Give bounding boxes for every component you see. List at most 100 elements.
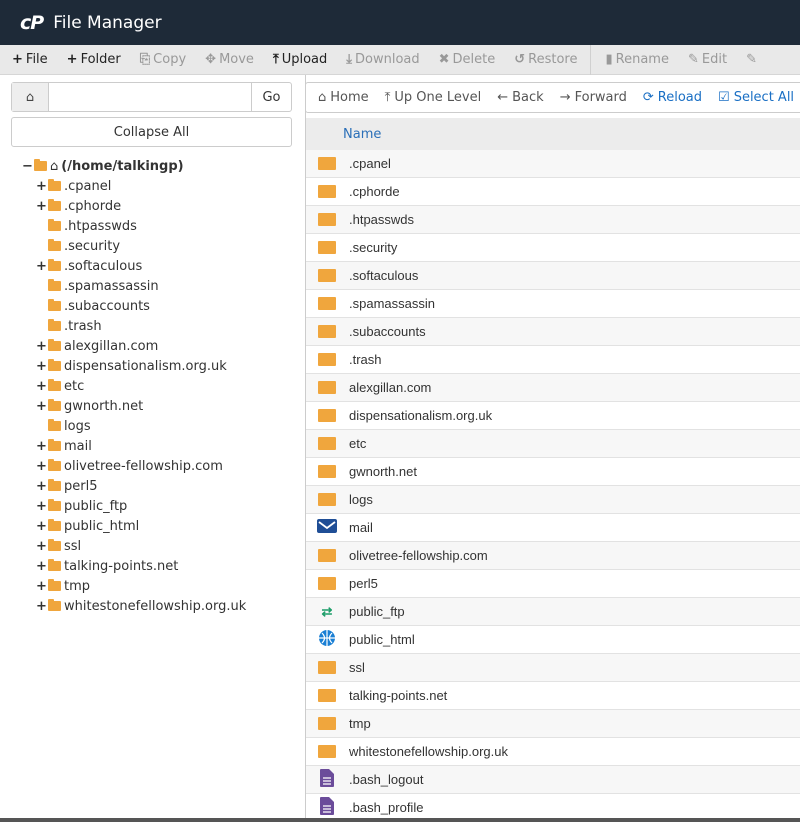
table-row[interactable]: ssl <box>306 654 800 682</box>
transfer-icon: ⇄ <box>321 603 333 619</box>
expand-icon[interactable]: + <box>36 178 47 194</box>
toolbar-file-button[interactable]: + File <box>12 52 48 67</box>
expand-icon[interactable]: + <box>36 378 47 394</box>
home-icon: ⌂ <box>318 90 327 105</box>
tree-item[interactable]: + gwnorth.net <box>0 396 300 416</box>
tree-item[interactable]: + ssl <box>0 536 300 556</box>
tree-item[interactable]: .spamassassin <box>0 276 300 296</box>
tree-item[interactable]: .subaccounts <box>0 296 300 316</box>
nav-select-all-button[interactable]: ☑ Select All <box>718 90 794 105</box>
nav-label: Back <box>512 90 544 105</box>
table-row[interactable]: olivetree-fellowship.com <box>306 542 800 570</box>
tree-item[interactable]: .trash <box>0 316 300 336</box>
table-row[interactable]: .security <box>306 234 800 262</box>
table-row[interactable]: alexgillan.com <box>306 374 800 402</box>
tree-item[interactable]: + tmp <box>0 576 300 596</box>
toolbar-download-button[interactable]: ⤓ Download <box>346 52 419 67</box>
expand-icon[interactable]: + <box>36 558 47 574</box>
tree-item[interactable]: + .cphorde <box>0 196 300 216</box>
toolbar-copy-button[interactable]: ⎘ Copy <box>140 52 186 67</box>
tree-root[interactable]: − ⌂ (/home/talkingp) <box>0 156 300 176</box>
expand-icon[interactable]: + <box>36 518 47 534</box>
expand-icon[interactable]: + <box>36 478 47 494</box>
folder-icon <box>48 439 61 451</box>
row-icon-wrap <box>317 744 337 760</box>
nav-label: Select All <box>733 90 795 105</box>
tree-item[interactable]: + talking-points.net <box>0 556 300 576</box>
nav-forward-button[interactable]: → Forward <box>560 90 627 105</box>
table-row[interactable]: talking-points.net <box>306 682 800 710</box>
table-header: Name <box>306 118 800 150</box>
expand-icon[interactable]: + <box>36 358 47 374</box>
table-row[interactable]: etc <box>306 430 800 458</box>
folder-icon <box>48 219 61 231</box>
nav-back-button[interactable]: ← Back <box>497 90 543 105</box>
tree-item[interactable]: logs <box>0 416 300 436</box>
table-row[interactable]: .cpanel <box>306 150 800 178</box>
go-button[interactable]: Go <box>251 83 291 111</box>
nav-up-one-level-button[interactable]: ⤒ Up One Level <box>385 90 482 105</box>
table-row[interactable]: dispensationalism.org.uk <box>306 402 800 430</box>
collapse-all-button[interactable]: Collapse All <box>11 117 292 147</box>
table-row[interactable]: mail <box>306 514 800 542</box>
collapse-icon[interactable]: − <box>22 158 33 174</box>
toolbar-edit-button[interactable]: ✎ Edit <box>688 52 727 67</box>
tree-item[interactable]: + public_ftp <box>0 496 300 516</box>
expand-icon[interactable]: + <box>36 538 47 554</box>
expand-icon[interactable]: + <box>36 578 47 594</box>
expand-icon[interactable]: + <box>36 398 47 414</box>
toolbar-html-editor-button[interactable]: ✎ <box>746 52 757 67</box>
table-row[interactable]: tmp <box>306 710 800 738</box>
path-input[interactable] <box>49 83 251 111</box>
expand-icon[interactable]: + <box>36 598 47 614</box>
nav-reload-button[interactable]: ⟳ Reload <box>643 90 702 105</box>
file-name: alexgillan.com <box>349 380 432 395</box>
table-row[interactable]: ⇄ public_ftp <box>306 598 800 626</box>
expand-icon[interactable]: + <box>36 498 47 514</box>
expand-icon[interactable]: + <box>36 258 47 274</box>
expand-icon[interactable]: + <box>36 338 47 354</box>
tree-item[interactable]: + .softaculous <box>0 256 300 276</box>
tree-item[interactable]: + .cpanel <box>0 176 300 196</box>
nav-home-button[interactable]: ⌂ Home <box>318 90 369 105</box>
column-header-name[interactable]: Name <box>343 126 382 142</box>
tree-item[interactable]: + whitestonefellowship.org.uk <box>0 596 300 616</box>
table-row[interactable]: gwnorth.net <box>306 458 800 486</box>
expand-icon[interactable]: + <box>36 458 47 474</box>
table-row[interactable]: public_html <box>306 626 800 654</box>
table-row[interactable]: .cphorde <box>306 178 800 206</box>
table-row[interactable]: logs <box>306 486 800 514</box>
toolbar-move-button[interactable]: ✥ Move <box>205 52 254 67</box>
table-row[interactable]: whitestonefellowship.org.uk <box>306 738 800 766</box>
tree-item[interactable]: + perl5 <box>0 476 300 496</box>
folder-icon <box>318 745 336 758</box>
expand-icon[interactable]: + <box>36 438 47 454</box>
table-row[interactable]: perl5 <box>306 570 800 598</box>
toolbar-folder-button[interactable]: + Folder <box>67 52 121 67</box>
table-row[interactable]: .subaccounts <box>306 318 800 346</box>
cpanel-logo[interactable]: cP <box>20 11 44 34</box>
tree-item[interactable]: + mail <box>0 436 300 456</box>
toolbar-rename-button[interactable]: ▮ Rename <box>605 52 668 67</box>
table-row[interactable]: .htpasswds <box>306 206 800 234</box>
navigation-bar: ⌂ Home ⤒ Up One Level ← Back → Forward ⟳ Reload ☑ S… <box>305 82 800 113</box>
table-row[interactable]: .softaculous <box>306 262 800 290</box>
home-icon[interactable]: ⌂ <box>12 83 49 111</box>
tree-item[interactable]: .security <box>0 236 300 256</box>
table-row[interactable]: .spamassassin <box>306 290 800 318</box>
tree-item[interactable]: + dispensationalism.org.uk <box>0 356 300 376</box>
toolbar-upload-button[interactable]: ⤒ Upload <box>273 52 327 67</box>
expand-icon[interactable]: + <box>36 198 47 214</box>
toolbar-delete-button[interactable]: ✖ Delete <box>439 52 496 67</box>
tree-item[interactable]: + olivetree-fellowship.com <box>0 456 300 476</box>
row-icon-wrap <box>317 296 337 312</box>
tree-item[interactable]: + public_html <box>0 516 300 536</box>
table-row[interactable]: .trash <box>306 346 800 374</box>
tree-item[interactable]: + etc <box>0 376 300 396</box>
mail-icon <box>317 519 337 536</box>
toolbar-restore-button[interactable]: ↺ Restore <box>514 52 577 67</box>
folder-icon <box>318 437 336 450</box>
table-row[interactable]: .bash_logout <box>306 766 800 794</box>
tree-item[interactable]: .htpasswds <box>0 216 300 236</box>
tree-item[interactable]: + alexgillan.com <box>0 336 300 356</box>
